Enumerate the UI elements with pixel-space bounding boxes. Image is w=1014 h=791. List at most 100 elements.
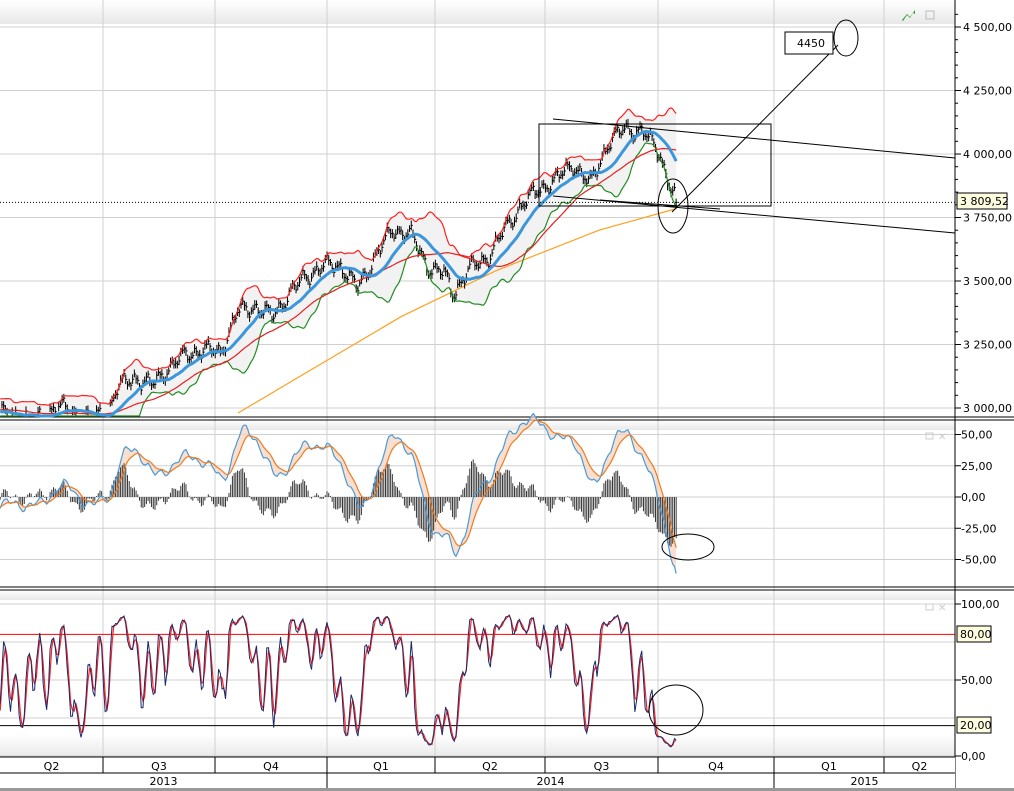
annotations[interactable] <box>538 19 956 736</box>
price-tick-label: 4 500,00 <box>963 21 1012 34</box>
target-label: 4450 <box>797 37 825 50</box>
price-bar <box>371 265 374 275</box>
price-bar <box>550 186 553 194</box>
upper-trendline[interactable] <box>552 118 956 159</box>
price-bar <box>491 248 494 257</box>
price-bar <box>489 254 492 265</box>
price-bar <box>381 242 384 253</box>
level-80-badge: 80,00 <box>956 625 992 643</box>
price-bar <box>207 336 210 345</box>
price-bar <box>340 258 343 267</box>
price-bar <box>464 279 467 289</box>
price-bar <box>526 201 529 209</box>
price-bar <box>395 229 398 239</box>
price-tick-label: 4 250,00 <box>963 85 1012 98</box>
time-axis[interactable]: Q2 Q3 Q4 Q1 Q2 Q3 Q4 Q1 Q2 2013 2014 2015 <box>0 756 1014 791</box>
price-bar <box>438 265 441 273</box>
price-tick-label: 3 000,00 <box>963 402 1012 415</box>
stoch-ellipse[interactable] <box>648 684 704 736</box>
panel-header <box>0 590 955 600</box>
price-axis[interactable]: 4 500,00 4 250,00 4 000,00 3 750,00 3 500,00… <box>954 0 1012 791</box>
quarter-label: Q2 <box>482 760 498 773</box>
price-bar <box>300 273 303 281</box>
price-bar <box>517 206 520 214</box>
maximize-icon[interactable] <box>925 603 934 611</box>
close-icon[interactable]: ✕ <box>938 603 946 614</box>
price-bar <box>202 347 205 356</box>
price-bar <box>673 182 676 191</box>
rectangle-annotation[interactable] <box>538 123 772 207</box>
support-line[interactable] <box>599 199 721 210</box>
quarter-label: Q2 <box>44 760 60 773</box>
price-bar <box>441 271 444 280</box>
stochastic-panel <box>0 614 955 748</box>
price-bar <box>515 213 518 223</box>
price-panel <box>0 107 955 418</box>
quarter-label: Q2 <box>912 760 928 773</box>
stoch-k-line <box>0 614 677 748</box>
macd-tick-label: -50,00 <box>961 554 996 567</box>
quarter-label: Q4 <box>263 760 279 773</box>
price-bar <box>508 214 511 224</box>
price-bar <box>329 259 332 266</box>
quarter-label: Q3 <box>594 760 610 773</box>
price-bar <box>238 308 241 317</box>
close-icon[interactable]: ✕ <box>938 432 946 443</box>
sma20-line <box>0 130 678 418</box>
bottom-border <box>0 788 1014 791</box>
price-tick-label: 3 500,00 <box>963 275 1012 288</box>
price-bar <box>161 369 164 379</box>
level-20-label: 20,00 <box>960 719 992 732</box>
price-bar <box>298 277 301 287</box>
ma200-line <box>237 208 677 414</box>
price-bar <box>273 313 276 324</box>
macd-ellipse[interactable] <box>661 533 715 561</box>
target-label-box[interactable]: 4450 <box>784 31 834 55</box>
price-bar <box>132 374 135 384</box>
price-bar <box>192 351 195 359</box>
maximize-icon[interactable] <box>925 432 934 440</box>
level-20-badge: 20,00 <box>956 716 992 734</box>
year-label: 2014 <box>537 775 565 788</box>
price-bar <box>130 381 133 391</box>
price-bar <box>323 262 326 272</box>
price-bar <box>286 296 289 306</box>
price-bar <box>316 261 319 271</box>
price-bar <box>400 226 403 235</box>
price-bar <box>309 281 312 289</box>
price-bar <box>570 164 573 172</box>
macd-panel <box>0 412 677 574</box>
price-tick-label: 3 250,00 <box>963 339 1012 352</box>
macd-signal-line <box>0 419 677 548</box>
price-bar <box>249 311 252 322</box>
year-label: 2015 <box>851 775 879 788</box>
stoch-tick-label: 0,00 <box>961 750 986 763</box>
trend-icon[interactable] <box>902 10 915 21</box>
price-bar <box>553 173 556 183</box>
quarter-label: Q1 <box>373 760 389 773</box>
price-bar <box>579 163 582 172</box>
target-ellipse[interactable] <box>833 19 859 57</box>
price-bar <box>245 301 248 311</box>
price-ellipse[interactable] <box>657 178 689 234</box>
maximize-icon[interactable] <box>925 10 935 20</box>
price-tick-label: 3 750,00 <box>963 212 1012 225</box>
price-bar <box>314 266 317 275</box>
target-arrow-line[interactable] <box>671 44 839 213</box>
price-bar <box>133 369 136 378</box>
price-bar <box>178 355 181 366</box>
price-bar <box>307 274 310 286</box>
year-label: 2013 <box>150 775 178 788</box>
lower-trendline[interactable] <box>552 195 956 234</box>
bollinger-upper-line <box>0 107 677 406</box>
price-bar <box>209 342 212 352</box>
price-bar <box>63 393 66 403</box>
price-bar <box>99 403 102 412</box>
bollinger-lower-line <box>0 142 677 417</box>
price-bar <box>599 159 602 167</box>
macd-tick-label: 0,00 <box>961 491 986 504</box>
price-bar <box>415 241 418 252</box>
panel-footer <box>0 735 955 757</box>
price-bar <box>218 342 221 350</box>
